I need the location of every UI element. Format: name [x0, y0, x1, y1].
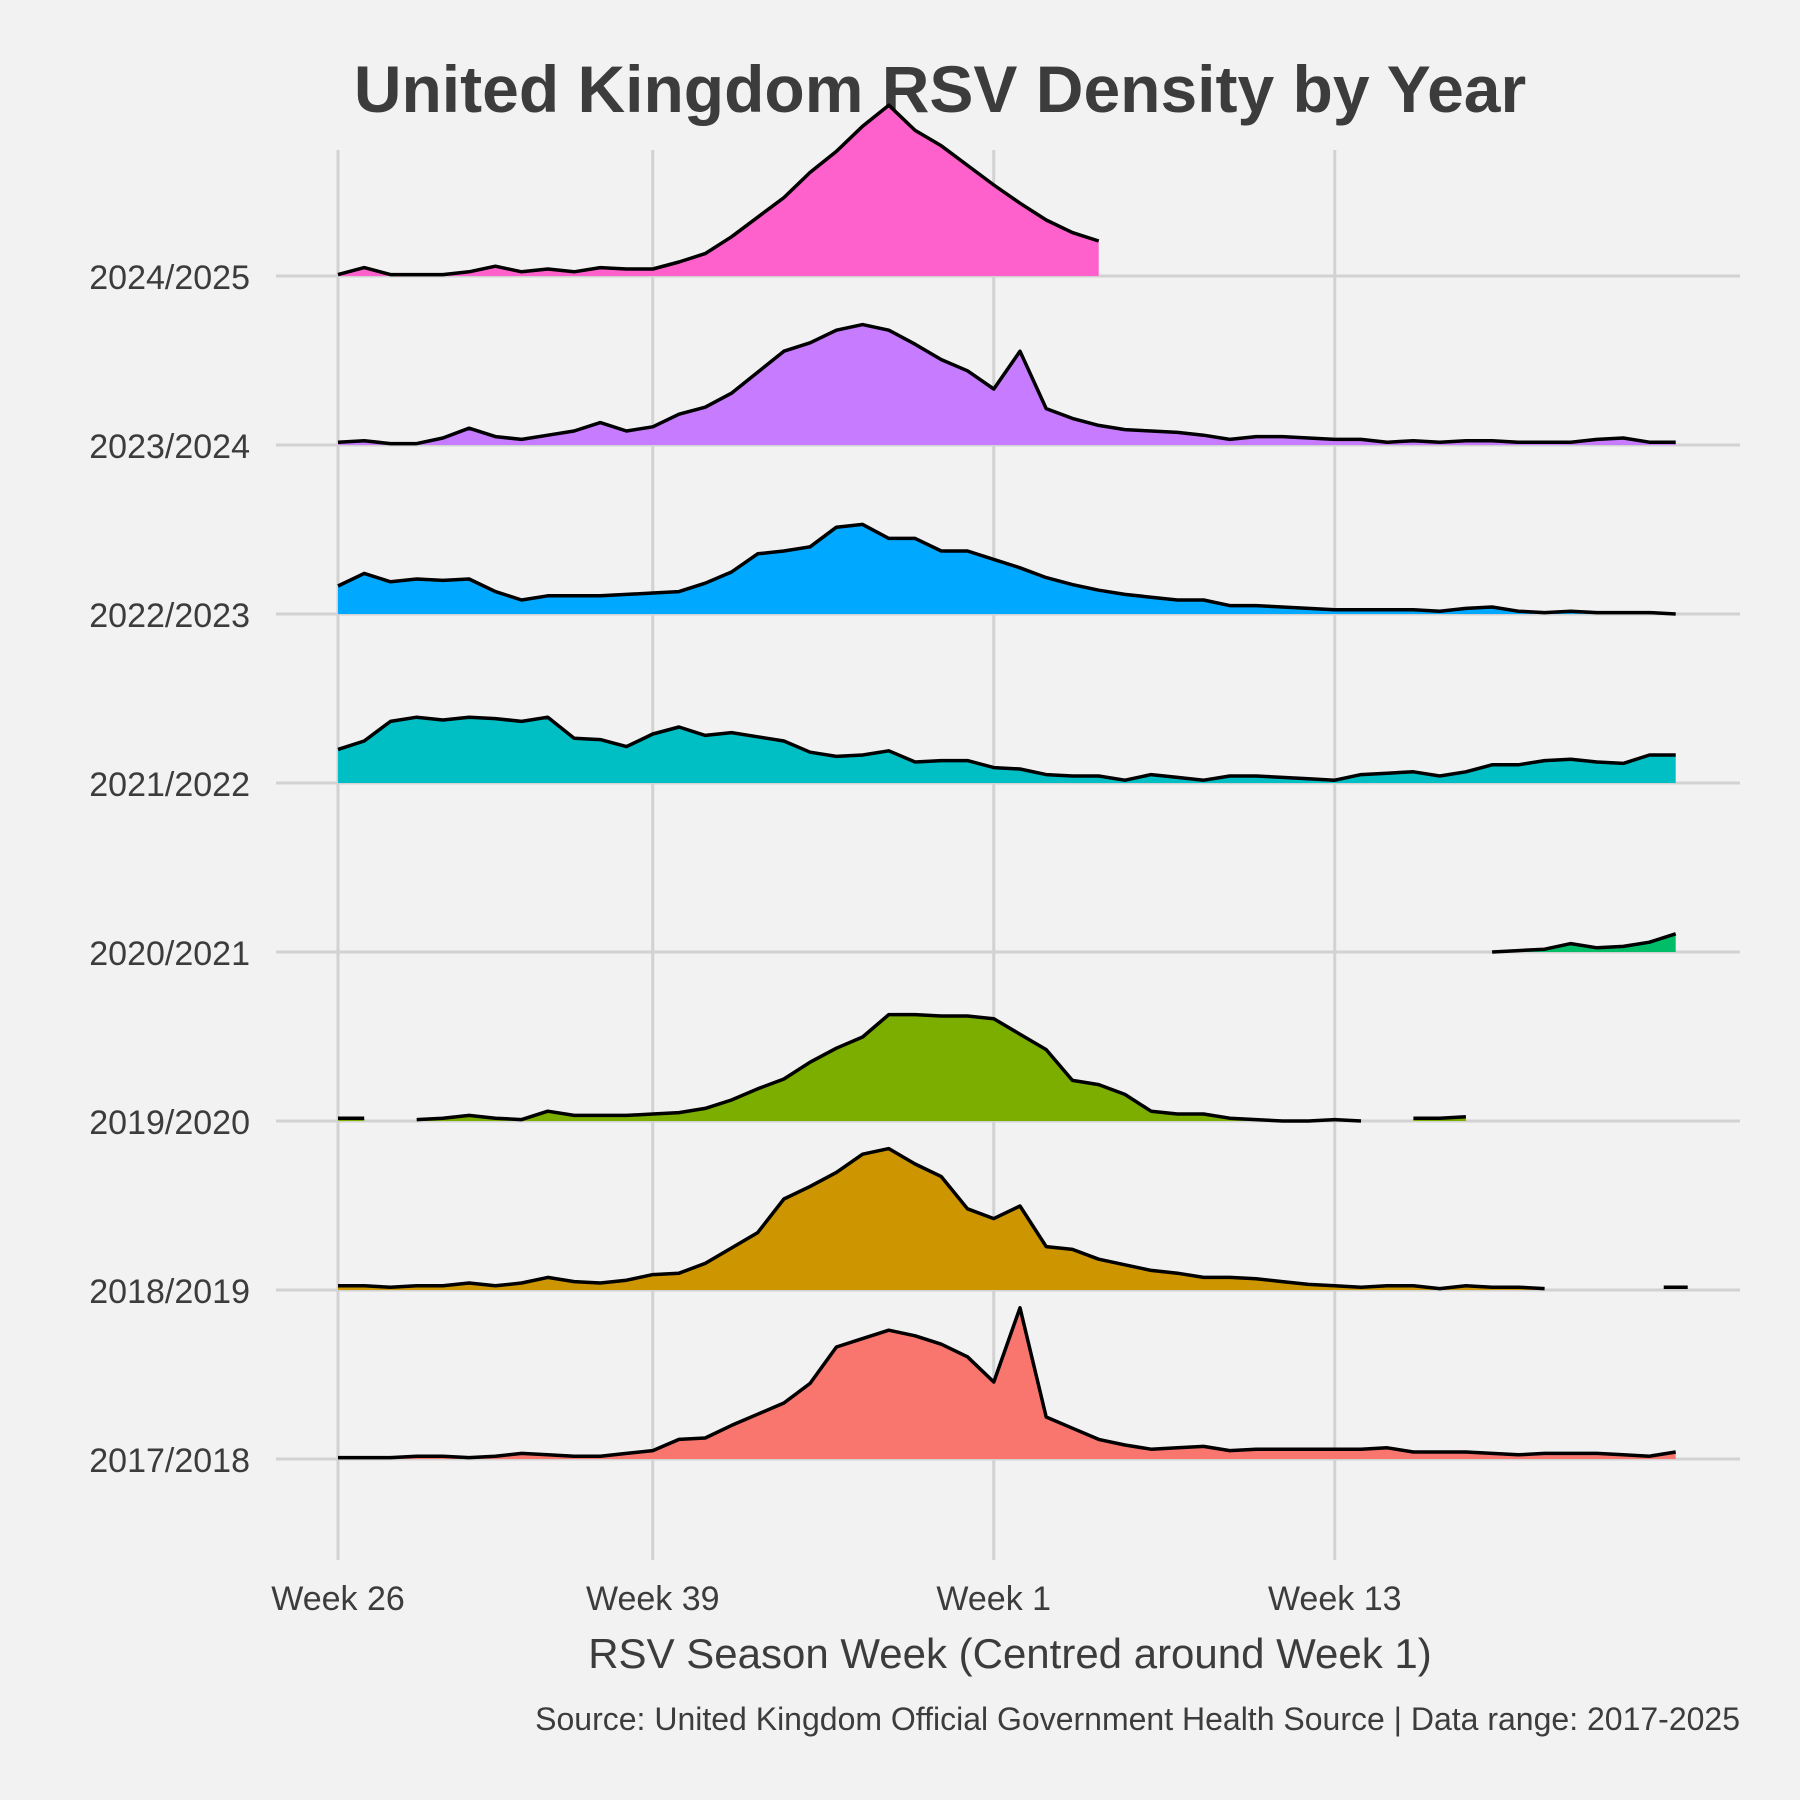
y-tick-label-1: 2018/2019	[89, 1273, 250, 1311]
ridge-line-3-0	[1492, 932, 1677, 954]
x-axis-label: RSV Season Week (Centred around Week 1)	[588, 1630, 1432, 1677]
ridge-line-1-0	[338, 1146, 1545, 1291]
ridge-line-2-1	[416, 1012, 1362, 1123]
ridges	[337, 103, 1688, 1460]
x-tick-label-2: Week 1	[936, 1580, 1051, 1618]
y-tick-label-3: 2020/2021	[89, 935, 250, 973]
ridge-2020-2021	[1492, 932, 1677, 954]
ridge-2022-2023	[337, 522, 1676, 616]
ridge-line-7-0	[337, 103, 1100, 277]
ridge-line-0-0	[338, 1306, 1676, 1460]
y-tick-label-7: 2024/2025	[89, 259, 250, 297]
ridge-line-2-2	[1413, 1115, 1466, 1120]
ridge-2017-2018	[338, 1306, 1676, 1460]
x-tick-labels: Week 26 Week 39 Week 1 Week 13	[271, 1580, 1401, 1618]
ridge-2023-2024	[337, 322, 1676, 446]
ridge-line-6-0	[337, 322, 1676, 446]
y-tick-label-5: 2022/2023	[89, 597, 250, 635]
y-tick-label-0: 2017/2018	[89, 1442, 250, 1480]
ridge-2021-2022	[337, 715, 1676, 783]
chart-title: United Kingdom RSV Density by Year	[354, 52, 1526, 126]
ridge-2019-2020	[338, 1012, 1466, 1123]
ridge-area-3-0	[1492, 933, 1676, 952]
ridge-area-0-0	[338, 1307, 1676, 1459]
x-tick-label-0: Week 26	[271, 1580, 405, 1618]
ridge-area-4-0	[338, 717, 1676, 783]
ridge-area-2-1	[416, 1014, 1361, 1121]
ridge-area-7-0	[338, 105, 1099, 276]
y-tick-label-2: 2019/2020	[89, 1104, 250, 1142]
ridge-line-4-0	[337, 715, 1676, 782]
x-tick-label-1: Week 39	[586, 1580, 720, 1618]
ridge-area-5-0	[338, 524, 1676, 614]
ridge-area-1-0	[338, 1148, 1545, 1290]
ridge-2024-2025	[337, 103, 1100, 277]
y-tick-label-6: 2023/2024	[89, 428, 250, 466]
ridge-line-5-0	[337, 522, 1676, 616]
chart-caption: Source: United Kingdom Official Governme…	[535, 1701, 1740, 1737]
ridge-area-6-0	[338, 324, 1676, 445]
y-tick-labels: 2017/2018 2018/2019 2019/2020 2020/2021 2021…	[89, 259, 250, 1480]
y-tick-label-4: 2021/2022	[89, 766, 250, 804]
x-tick-label-3: Week 13	[1268, 1580, 1402, 1618]
ridge-2018-2019	[338, 1146, 1688, 1291]
